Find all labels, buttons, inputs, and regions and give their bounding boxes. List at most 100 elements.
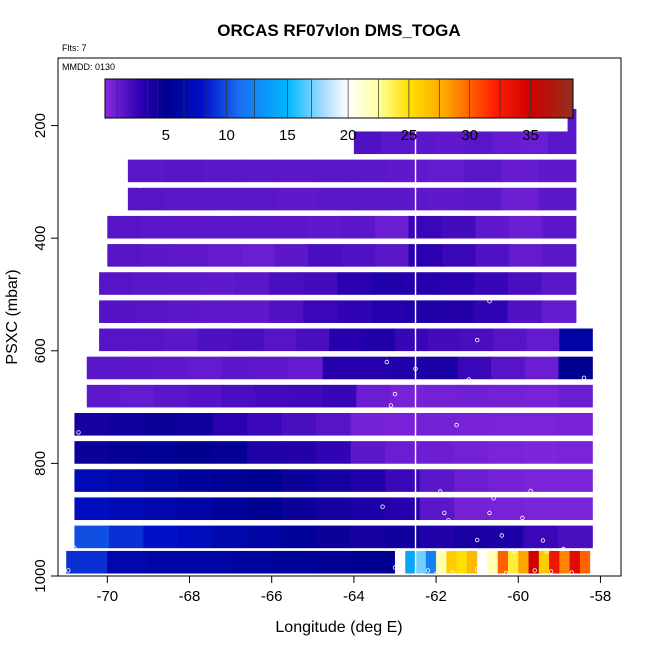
heat-cell [501, 187, 540, 211]
y-tick-label: 800 [32, 451, 49, 476]
sample-points [66, 115, 587, 576]
heat-cell [314, 187, 353, 211]
heat-cell [174, 244, 209, 267]
x-axis-label: Longitude (deg E) [275, 619, 402, 636]
heat-cell [350, 412, 386, 436]
heat-cell [579, 550, 591, 574]
heat-cell [557, 497, 593, 521]
heat-cell [255, 356, 290, 380]
heat-cell [154, 356, 189, 380]
heat-cell [473, 272, 509, 295]
heat-cell [425, 550, 437, 574]
heat-cell [133, 272, 168, 295]
heat-cell [569, 550, 581, 574]
heat-cell [140, 215, 175, 239]
heat-cell [351, 187, 390, 211]
heat-cell [538, 187, 577, 211]
x-tick-label: -66 [261, 588, 283, 605]
heat-cell [446, 550, 458, 574]
chart-title: ORCAS RF07vlon DMS_TOGA [217, 21, 460, 40]
heat-cell [464, 131, 494, 155]
heat-cell [457, 356, 492, 380]
heat-cell [375, 244, 410, 267]
heat-cell [427, 328, 462, 352]
heat-cell [538, 550, 550, 574]
heat-cell [487, 550, 499, 574]
heat-cell [353, 131, 383, 155]
heat-cell [371, 272, 407, 295]
heat-cell [385, 497, 421, 521]
heat-cell [274, 215, 309, 239]
heat-cell [316, 441, 352, 464]
heat-cell [557, 469, 593, 492]
heat-cell [441, 215, 476, 239]
heat-cell [390, 356, 425, 380]
heat-cell [221, 384, 256, 408]
heat-cell [167, 300, 202, 323]
heat-cell [207, 244, 242, 267]
plot-frame [57, 57, 622, 577]
heat-cell [127, 187, 166, 211]
heat-cell [288, 384, 324, 408]
heat-cell [508, 244, 543, 267]
heat-cell [439, 300, 475, 323]
sample-point [438, 489, 443, 494]
colorbar-gradient [104, 78, 574, 119]
heat-cell [281, 469, 317, 492]
heat-cell [362, 328, 396, 352]
heat-cell [107, 550, 149, 574]
heat-cell [423, 384, 459, 408]
heat-cell [454, 412, 490, 436]
heat-cell [212, 525, 248, 549]
sample-point [528, 488, 533, 494]
heat-cell [235, 300, 270, 323]
heat-cell [108, 441, 145, 464]
heat-cell [415, 550, 427, 574]
heat-cell [409, 131, 438, 155]
heat-cell [230, 550, 273, 574]
heat-cell [322, 356, 357, 380]
heatmap-cells [66, 108, 602, 574]
x-tick-label: -58 [590, 588, 612, 605]
heat-cell [247, 497, 283, 521]
heat-cell [501, 159, 540, 183]
heat-cell [247, 469, 283, 492]
sample-point [425, 568, 431, 573]
colorbar-tick-label: 5 [162, 127, 170, 144]
heat-cell [341, 215, 376, 239]
heat-cell [523, 525, 559, 549]
sample-point [475, 537, 480, 543]
y-tick-label: 600 [32, 338, 49, 363]
heat-cell [281, 412, 317, 436]
heat-cell [288, 356, 324, 380]
sample-point [384, 359, 389, 365]
heat-cell [314, 159, 353, 183]
heat-cell [520, 131, 549, 155]
heat-cell [507, 300, 543, 323]
sample-point [569, 570, 574, 575]
colorbar-tick-label: 30 [461, 127, 478, 144]
heat-cell [271, 550, 314, 574]
sample-point [503, 571, 509, 576]
heat-cell [107, 244, 142, 267]
heat-cell [437, 131, 466, 155]
heat-cell [202, 187, 241, 211]
heat-cell [488, 497, 524, 521]
heat-cell [241, 244, 276, 267]
heat-cell [164, 328, 199, 352]
heat-cell [419, 469, 455, 492]
date-note: MMDD: 0130 [62, 62, 115, 72]
heat-cell [131, 328, 166, 352]
sample-point [544, 549, 550, 554]
heat-cell [492, 131, 521, 155]
sample-point [72, 545, 77, 550]
heat-cell [523, 412, 559, 436]
heat-cell [143, 497, 179, 521]
sample-point [137, 183, 143, 188]
heat-cell [99, 328, 133, 352]
heat-cell [548, 131, 577, 155]
heat-cell [405, 272, 441, 295]
sample-point [380, 504, 385, 509]
heat-cell [329, 328, 363, 352]
heat-cell [247, 525, 283, 549]
